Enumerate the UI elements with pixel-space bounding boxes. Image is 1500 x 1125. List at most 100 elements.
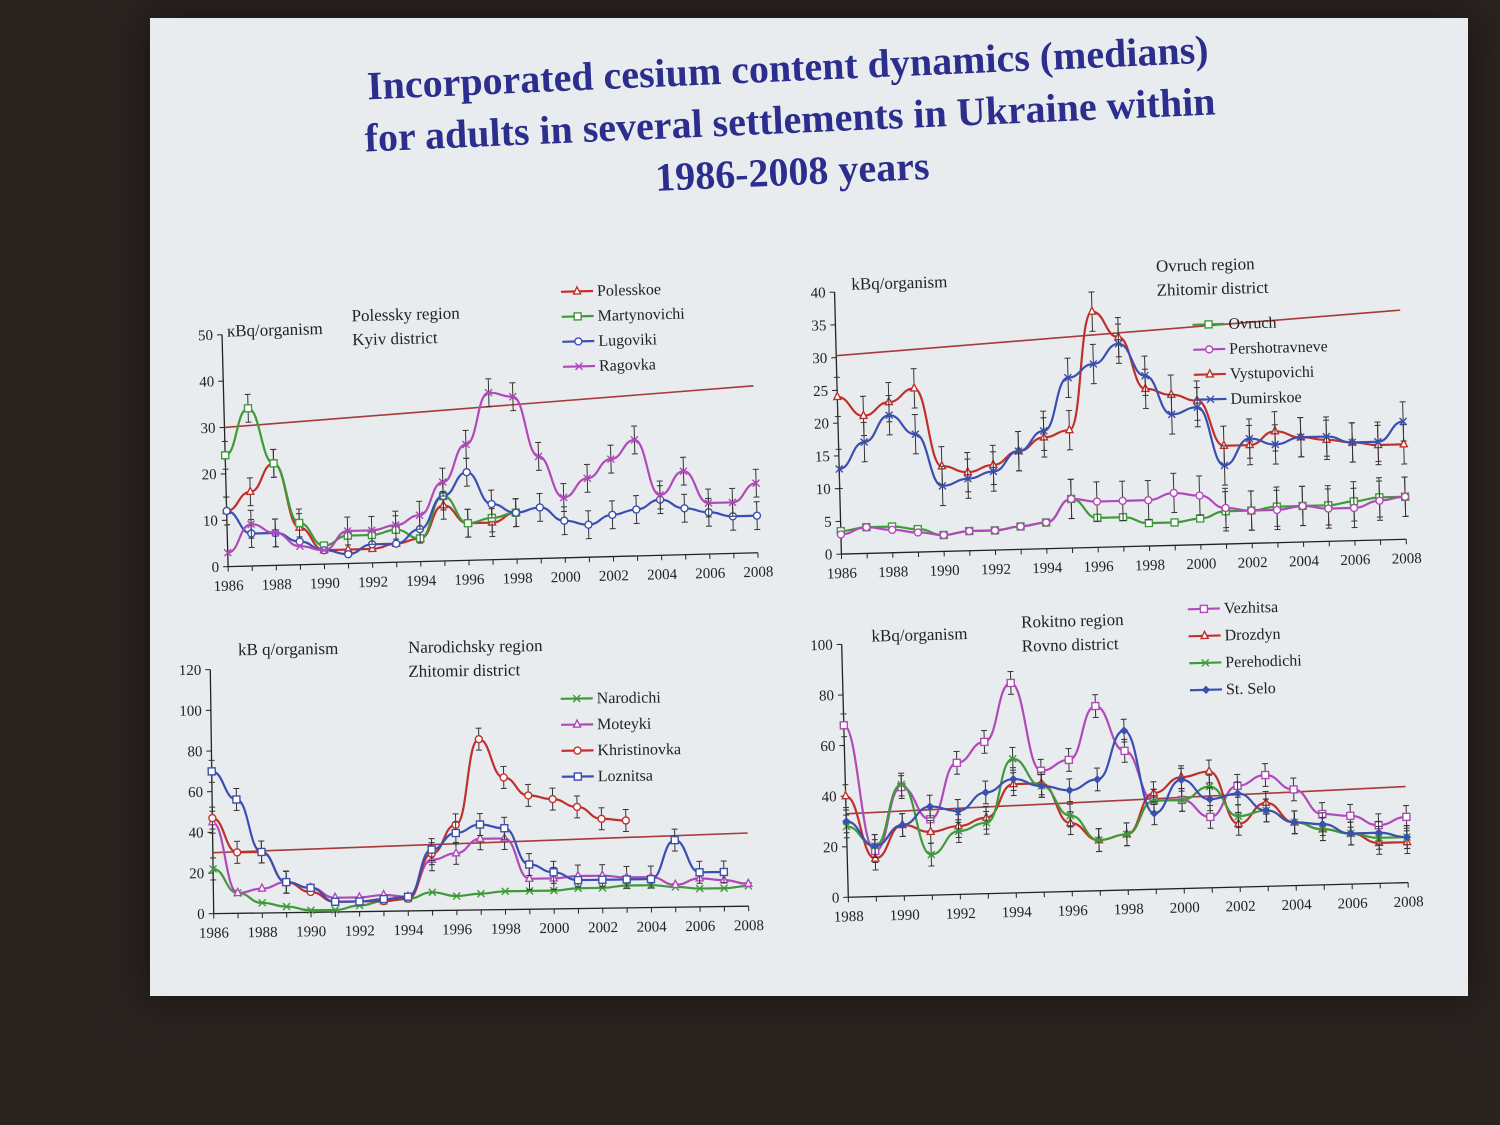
- data-point: [548, 794, 557, 804]
- data-point: [1140, 371, 1150, 380]
- data-point: [343, 526, 352, 536]
- data-point: [295, 542, 304, 551]
- data-point: [1296, 433, 1305, 442]
- legend-entry: Vezhitsa: [1224, 599, 1279, 617]
- data-point: [484, 388, 493, 397]
- data-point: [1346, 811, 1355, 821]
- data-point: [1324, 504, 1333, 513]
- region-label: Narodichsky region: [408, 636, 543, 657]
- data-point: [233, 886, 243, 897]
- data-point: [1195, 491, 1204, 500]
- series-pershotravneve: [836, 472, 1410, 540]
- x-tick-label: 1996: [454, 572, 485, 589]
- legend-entry: Lugoviki: [598, 331, 658, 350]
- data-point: [524, 860, 534, 869]
- x-tick-label: 1994: [406, 573, 437, 590]
- y-tick-label: 0: [825, 547, 833, 563]
- y-axis-label: kBq/organism: [851, 272, 947, 294]
- data-point: [525, 886, 534, 895]
- data-point: [695, 884, 704, 893]
- data-point: [1346, 829, 1356, 838]
- legend-entry: St. Selo: [1226, 680, 1276, 698]
- y-tick-label: 50: [198, 328, 213, 344]
- data-point: [608, 510, 617, 520]
- data-point: [1063, 373, 1073, 382]
- region-label: Ovruch region: [1156, 254, 1256, 276]
- data-point: [508, 392, 517, 401]
- data-point: [679, 467, 688, 476]
- data-point: [927, 850, 936, 859]
- data-point: [222, 506, 231, 516]
- data-point: [1119, 726, 1129, 735]
- y-tick-label: 0: [197, 907, 205, 923]
- data-point: [403, 892, 413, 901]
- y-tick-label: 60: [820, 739, 835, 755]
- legend-entry: Vystupovichi: [1230, 364, 1315, 383]
- x-tick-label: 1988: [248, 925, 278, 941]
- data-point: [1118, 496, 1127, 506]
- data-point: [331, 905, 340, 914]
- data-point: [269, 459, 278, 468]
- data-point: [1247, 506, 1256, 515]
- district-label: Zhitomir district: [408, 660, 520, 681]
- data-point: [367, 526, 376, 535]
- data-point: [911, 430, 920, 439]
- data-point: [355, 897, 364, 906]
- legend-marker: [574, 337, 583, 346]
- y-tick-label: 10: [816, 482, 831, 498]
- data-point: [963, 474, 972, 483]
- data-point: [952, 758, 962, 768]
- x-tick-label: 2008: [743, 564, 773, 581]
- data-point: [1289, 785, 1298, 794]
- data-point: [728, 498, 737, 507]
- y-tick-label: 40: [810, 285, 825, 301]
- y-axis: [841, 644, 849, 898]
- data-point: [282, 902, 291, 911]
- x-tick-label: 2008: [1393, 894, 1423, 911]
- legend-marker: [573, 312, 582, 321]
- legend-entry: Dumirskoe: [1230, 389, 1302, 408]
- legend-marker: [1205, 368, 1215, 378]
- data-point: [1144, 495, 1153, 505]
- x-tick-label: 2000: [1170, 900, 1200, 917]
- data-point: [391, 539, 401, 548]
- series-perehodichi: [842, 746, 1411, 867]
- legend-marker: [572, 718, 582, 728]
- data-point: [1114, 339, 1123, 348]
- data-point: [926, 825, 936, 836]
- data-point: [1122, 830, 1131, 839]
- data-point: [415, 511, 424, 520]
- data-point: [344, 550, 353, 559]
- legend-entry: Khristinovka: [597, 741, 681, 759]
- x-tick-label: 1994: [1032, 560, 1063, 577]
- data-point: [965, 526, 974, 536]
- data-point: [207, 767, 216, 776]
- data-point: [330, 897, 340, 907]
- data-point: [220, 451, 230, 460]
- legend-entry: Loznitsa: [598, 768, 653, 786]
- data-point: [1260, 770, 1270, 780]
- x-tick-label: 2000: [1186, 556, 1216, 573]
- data-point: [474, 734, 483, 744]
- x-tick-label: 2000: [539, 921, 569, 937]
- data-point: [438, 478, 447, 487]
- data-point: [1193, 403, 1202, 412]
- data-point: [428, 888, 437, 897]
- y-tick-label: 5: [824, 515, 832, 531]
- data-point: [1195, 514, 1205, 523]
- legend-marker: [574, 362, 584, 371]
- data-point: [535, 503, 545, 512]
- data-point: [1374, 828, 1384, 837]
- y-tick-label: 20: [189, 866, 204, 882]
- data-point: [1087, 305, 1097, 315]
- x-tick-label: 1990: [929, 563, 959, 580]
- y-tick-label: 120: [179, 663, 202, 679]
- legend-marker: [573, 772, 583, 781]
- data-point: [487, 499, 496, 509]
- data-point: [1094, 836, 1103, 845]
- data-point: [885, 411, 894, 420]
- data-point: [271, 528, 280, 537]
- region-label: Polessky region: [351, 303, 460, 325]
- y-axis-label: кBq/organism: [227, 319, 323, 341]
- data-point: [476, 889, 485, 898]
